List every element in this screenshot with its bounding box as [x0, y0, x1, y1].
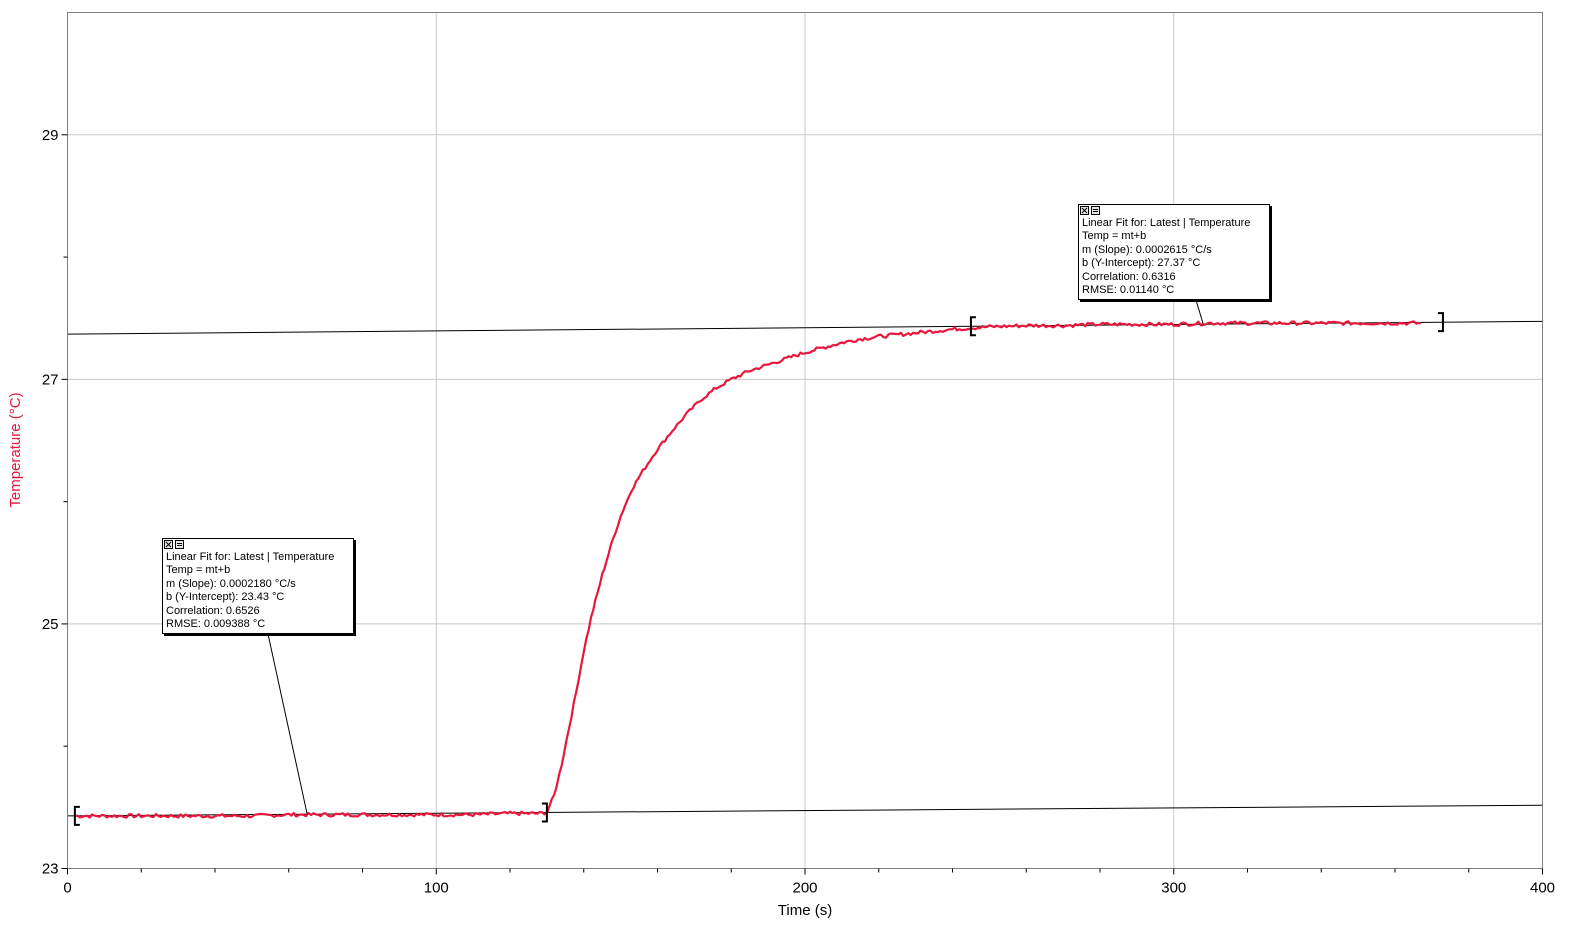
fit-line-intercept: b (Y-Intercept): 23.43 °C — [166, 591, 285, 604]
fit-range-brackets[interactable] — [73, 312, 1444, 826]
fit-line-correlation: Correlation: 0.6526 — [166, 604, 260, 617]
grid — [67, 12, 1543, 869]
fit-annotation-box[interactable]: Linear Fit for: Latest | Temperature Tem… — [1078, 204, 1270, 301]
fit-range-end-bracket — [541, 802, 548, 823]
fit-line-title: Linear Fit for: Latest | Temperature — [166, 551, 335, 563]
x-tick-label: 200 — [792, 880, 817, 897]
x-tick-label: 400 — [1530, 880, 1555, 897]
fit-line-equation: Temp = mt+b — [166, 564, 231, 577]
fit-line-rmse: RMSE: 0.009388 °C — [166, 618, 266, 631]
x-tick-label: 300 — [1161, 880, 1186, 897]
menu-icon[interactable] — [175, 540, 184, 549]
annotation-leader-line — [1195, 299, 1204, 325]
fit-line-intercept: b (Y-Intercept): 27.37 °C — [1082, 257, 1201, 270]
y-axis-label: Temperature (°C) — [7, 392, 24, 507]
fit-line-equation: Temp = mt+b — [1082, 230, 1147, 243]
x-tick-label: 0 — [63, 880, 71, 897]
close-icon[interactable] — [1080, 206, 1089, 215]
y-tick-label: 23 — [42, 861, 59, 878]
axis-ticks: 0 100 200 300 400 23 25 27 29 — [42, 127, 1555, 897]
fit-line-correlation: Correlation: 0.6316 — [1082, 270, 1176, 283]
fit-line-title: Linear Fit for: Latest | Temperature — [1082, 217, 1251, 229]
fit-range-end-bracket — [1437, 312, 1444, 333]
fit-line-slope: m (Slope): 0.0002615 °C/s — [1082, 243, 1212, 256]
fit-range-start-bracket — [969, 316, 976, 337]
series-line — [74, 320, 1421, 819]
annotation-leaders — [267, 299, 1204, 815]
menu-icon[interactable] — [1091, 206, 1100, 215]
fit-annotation-header — [164, 539, 350, 551]
y-tick-label: 27 — [42, 371, 59, 388]
annotation-leader-line — [267, 633, 308, 815]
y-tick-label: 29 — [42, 127, 59, 144]
fit-line-rmse: RMSE: 0.01140 °C — [1082, 284, 1175, 297]
close-icon[interactable] — [164, 540, 173, 549]
x-axis-label: Time (s) — [778, 902, 832, 919]
y-tick-label: 25 — [42, 616, 59, 633]
series — [74, 320, 1421, 819]
fit-annotation-header — [1080, 205, 1266, 217]
fit-line-slope: m (Slope): 0.0002180 °C/s — [166, 577, 296, 590]
fit-range-start-bracket — [73, 805, 80, 826]
x-tick-label: 100 — [424, 880, 449, 897]
fit-annotation-box[interactable]: Linear Fit for: Latest | Temperature Tem… — [162, 538, 354, 635]
